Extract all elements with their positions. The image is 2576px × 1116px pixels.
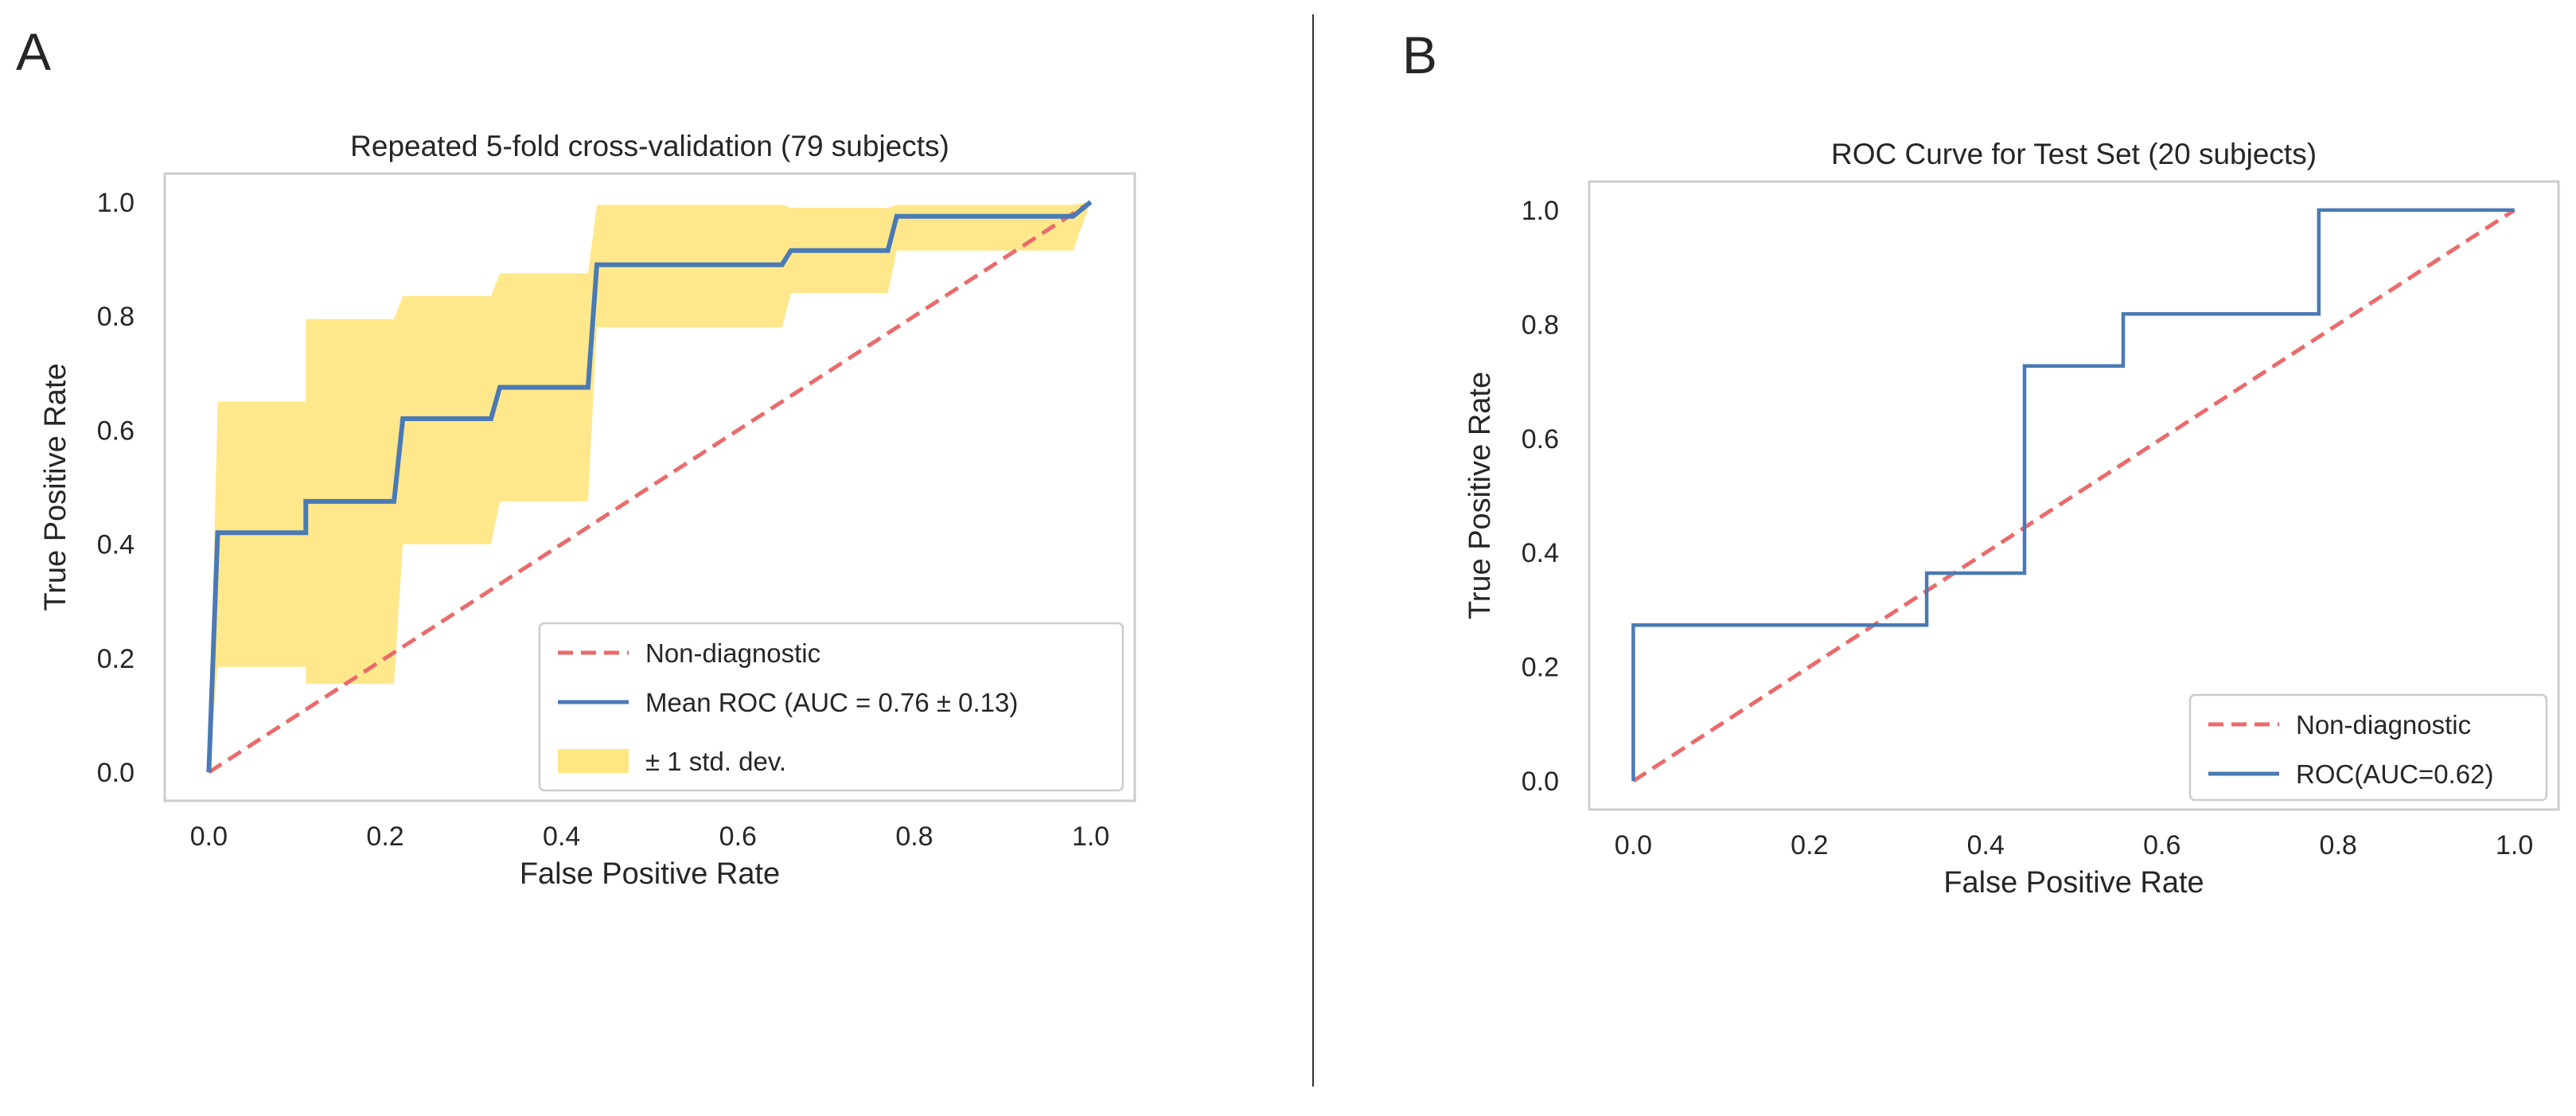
y-tick-label: 1.0	[97, 188, 134, 218]
plot-frame	[1588, 180, 2560, 811]
legend-label: Non-diagnostic	[645, 638, 820, 668]
x-tick-label: 0.8	[2320, 830, 2357, 860]
legend-swatch-band	[558, 749, 629, 773]
x-tick-label: 0.0	[190, 821, 228, 852]
plot-frame	[163, 172, 1136, 802]
x-tick-label: 0.4	[1967, 830, 2005, 860]
y-axis-label: True Positive Rate	[39, 363, 72, 611]
legend-label: ROC(AUC=0.62)	[2296, 759, 2493, 789]
x-axis-label: False Positive Rate	[520, 857, 780, 891]
x-tick-label: 1.0	[2496, 830, 2533, 860]
legend-box	[538, 622, 1124, 792]
y-tick-label: 0.6	[1522, 424, 1559, 455]
x-tick-label: 0.6	[719, 821, 757, 852]
panel-b: B ROC Curve for Test Set (20 subjects) 0.0…	[1402, 25, 2560, 899]
chart-title: Repeated 5-fold cross-validation (79 sub…	[350, 130, 949, 162]
y-tick-label: 0.8	[1522, 310, 1559, 340]
y-tick-label: 0.0	[97, 758, 134, 788]
legend-label: Non-diagnostic	[2296, 710, 2471, 739]
roc-series-line	[1631, 208, 2515, 782]
legend-label: Mean ROC (AUC = 0.76 ± 0.13)	[645, 688, 1018, 717]
x-tick-label: 0.2	[1791, 830, 1828, 860]
y-tick-label: 0.2	[1522, 653, 1559, 683]
chart-title: ROC Curve for Test Set (20 subjects)	[1831, 138, 2317, 170]
panel-a: A Repeated 5-fold cross-validation (79 su…	[16, 22, 1136, 891]
panel-letter: A	[16, 22, 51, 81]
x-tick-label: 0.0	[1615, 830, 1652, 860]
x-tick-label: 0.2	[366, 821, 403, 852]
diagonal-line	[208, 200, 1092, 775]
x-tick-label: 0.6	[2143, 830, 2180, 860]
y-tick-label: 0.0	[1522, 767, 1559, 797]
panel-letter: B	[1402, 25, 1437, 84]
x-tick-label: 0.8	[895, 821, 933, 852]
x-axis-label: False Positive Rate	[1943, 866, 2204, 899]
y-tick-label: 1.0	[1522, 196, 1559, 226]
legend-label: ± 1 std. dev.	[645, 747, 786, 776]
y-tick-label: 0.8	[97, 302, 134, 332]
diagonal-line	[1632, 208, 2516, 783]
y-tick-label: 0.4	[97, 530, 134, 560]
y-axis-label: True Positive Rate	[1463, 372, 1497, 619]
y-tick-label: 0.6	[97, 416, 134, 446]
x-tick-label: 1.0	[1072, 821, 1109, 852]
roc-series-line	[206, 200, 1093, 773]
x-tick-label: 0.4	[543, 821, 580, 852]
y-tick-label: 0.4	[1522, 538, 1559, 568]
std-dev-band	[208, 201, 1091, 773]
y-tick-label: 0.2	[97, 644, 134, 674]
